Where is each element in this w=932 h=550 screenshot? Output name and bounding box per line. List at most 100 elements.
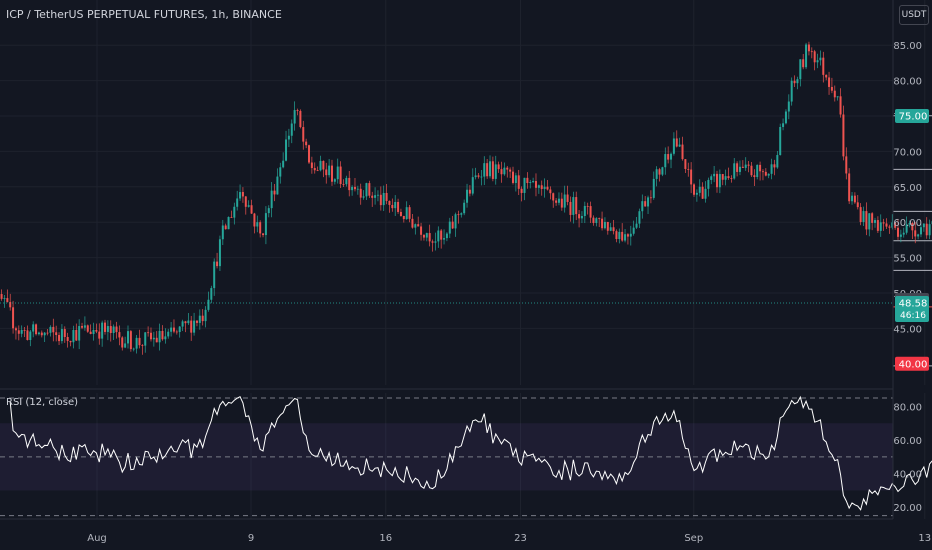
candle-body [512, 171, 515, 183]
candle-body [267, 208, 270, 214]
candle-body [592, 217, 595, 223]
stop-loss-badge [895, 356, 929, 371]
candle-body [621, 231, 624, 241]
rsi-tick-label: 40.00 [893, 470, 922, 481]
candle-body [81, 326, 84, 328]
candle-body [115, 326, 118, 333]
candle-body [848, 173, 851, 202]
time-tick-label: Sep [684, 533, 703, 544]
candle-body [405, 207, 408, 220]
candle-body [770, 164, 773, 174]
time-tick-label: 23 [514, 533, 527, 544]
candle-body [264, 213, 267, 236]
candle-body [675, 138, 678, 147]
candle-body [43, 332, 46, 336]
candle-body [164, 336, 167, 340]
rsi-line [9, 395, 932, 511]
candle-body [468, 189, 471, 194]
candle-body [828, 77, 831, 87]
candle-body [417, 224, 420, 227]
candle-body [210, 288, 213, 300]
candle-body [474, 175, 477, 178]
candle-body [342, 184, 345, 185]
candle-body [552, 193, 555, 201]
candle-body [615, 231, 618, 240]
candle-body [833, 90, 836, 98]
candle-body [730, 178, 733, 179]
candle-body [141, 345, 144, 346]
candle-body [489, 161, 492, 177]
candle-body [874, 220, 877, 223]
candle-body [95, 329, 98, 332]
candle-body [575, 197, 578, 215]
candle-body [807, 44, 810, 52]
rsi-tick-label: 80.00 [893, 402, 922, 413]
last-price-badge [895, 296, 929, 323]
candle-body [227, 217, 230, 230]
candle-body [779, 126, 782, 156]
candle-body [678, 144, 681, 147]
candle-body [563, 194, 566, 208]
candle-body [218, 239, 221, 267]
candle-body [658, 169, 661, 175]
candle-body [348, 177, 351, 191]
candle-body [635, 223, 638, 228]
candle-body [316, 170, 319, 172]
candle-body [629, 233, 632, 237]
candle-body [49, 326, 52, 333]
candle-body [514, 175, 517, 183]
price-tick-label: 55.00 [893, 254, 922, 265]
candle-body [707, 179, 710, 189]
candle-body [457, 214, 460, 216]
rsi-indicator-title[interactable]: RSI (12, close) [6, 397, 79, 408]
candle-body [374, 195, 377, 198]
candle-body [112, 326, 115, 333]
candle-body [431, 241, 434, 243]
candle-body [928, 224, 931, 236]
price-tick-label: 70.00 [893, 147, 922, 158]
candle-body [922, 223, 925, 228]
candle-body [420, 226, 423, 235]
candle-body [40, 332, 43, 336]
candle-body [319, 160, 322, 171]
candle-body [198, 315, 201, 323]
candle-body [273, 190, 276, 195]
candle-body [463, 202, 466, 214]
candle-body [894, 222, 897, 228]
candle-body [345, 177, 348, 185]
candle-body [3, 298, 6, 299]
candle-body [14, 328, 17, 331]
candle-body [784, 111, 787, 124]
price-tick-label: 80.00 [893, 77, 922, 88]
candle-body [710, 176, 713, 180]
candle-body [612, 227, 615, 232]
candle-body [862, 211, 865, 223]
candle-body [882, 222, 885, 224]
candle-body [537, 185, 540, 188]
candle-body [287, 135, 290, 140]
candle-body [759, 164, 762, 172]
candle-body [738, 166, 741, 172]
candle-body [58, 335, 61, 342]
candle-body [580, 215, 583, 219]
candle-body [313, 168, 316, 171]
candle-body [667, 154, 670, 160]
candle-body [23, 329, 26, 331]
candle-body [293, 110, 296, 124]
candle-body [810, 51, 813, 53]
candle-body [606, 221, 609, 231]
candle-body [270, 190, 273, 209]
candle-body [891, 222, 894, 228]
candle-body [78, 326, 81, 341]
currency-selector[interactable]: USDT [899, 5, 929, 25]
candle-body [408, 207, 411, 219]
candle-body [684, 159, 687, 169]
candle-body [753, 175, 756, 178]
candle-body [362, 196, 365, 198]
candle-body [104, 322, 107, 332]
candle-body [822, 57, 825, 75]
candle-body [60, 329, 63, 342]
candle-body [382, 192, 385, 206]
candle-body [144, 332, 147, 346]
